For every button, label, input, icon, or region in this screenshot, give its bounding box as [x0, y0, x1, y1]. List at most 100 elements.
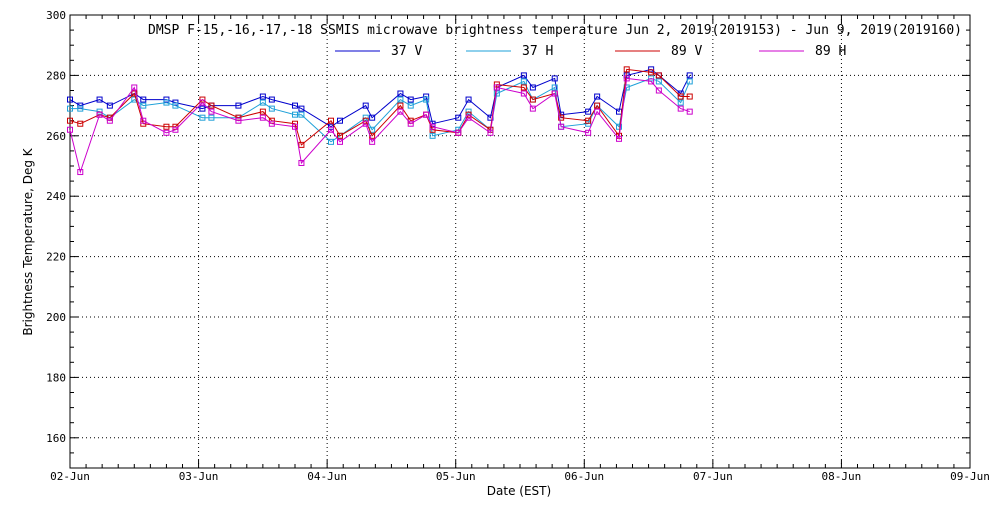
data-point	[362, 102, 369, 109]
data-point	[407, 102, 414, 109]
data-point	[67, 126, 73, 133]
legend-label: 89 H	[815, 44, 846, 59]
data-point	[298, 159, 305, 166]
data-point	[465, 96, 472, 103]
data-point	[594, 108, 601, 115]
data-point	[106, 117, 113, 124]
data-point	[655, 87, 662, 94]
y-tick-label: 260	[46, 130, 66, 143]
data-point	[131, 84, 138, 91]
series-group	[67, 66, 693, 176]
data-point	[77, 105, 84, 112]
y-tick-label: 160	[46, 432, 66, 445]
y-tick-label: 220	[46, 251, 66, 264]
x-tick-label: 02-Jun	[50, 470, 90, 483]
data-point	[163, 123, 170, 130]
data-point	[172, 99, 179, 106]
data-point	[208, 114, 215, 121]
axes: 160 180 200 220 240 260 280 300 02-Jun 03-Jun 04-J…	[46, 9, 990, 483]
data-point	[686, 93, 693, 100]
data-point	[623, 75, 630, 82]
data-point	[520, 72, 527, 79]
data-point	[369, 138, 376, 145]
data-point	[235, 102, 242, 109]
series-37-v	[67, 66, 693, 130]
data-point	[585, 108, 592, 115]
data-point	[655, 72, 662, 79]
data-point	[686, 108, 693, 115]
x-tick-label: 03-Jun	[179, 470, 219, 483]
data-point	[520, 84, 527, 91]
data-point	[648, 66, 655, 73]
data-point	[208, 102, 215, 109]
data-point	[455, 129, 462, 136]
x-axis-title: Date (EST)	[487, 484, 551, 498]
data-point	[131, 90, 138, 97]
data-point	[292, 123, 298, 130]
data-point	[493, 81, 500, 88]
data-point	[298, 141, 305, 148]
data-point	[140, 96, 147, 103]
data-point	[686, 78, 693, 85]
data-point	[163, 99, 170, 106]
data-point	[172, 126, 179, 133]
series-89-h	[67, 75, 693, 176]
y-tick-label: 240	[46, 190, 66, 203]
data-point	[362, 120, 369, 127]
data-point	[585, 117, 592, 124]
data-point	[529, 105, 536, 112]
data-point	[677, 99, 684, 106]
y-tick-label: 180	[46, 371, 66, 384]
data-point	[397, 90, 404, 97]
data-point	[96, 96, 103, 103]
data-point	[677, 105, 684, 112]
data-point	[328, 126, 334, 133]
data-point	[423, 93, 430, 100]
data-point	[235, 114, 242, 121]
data-point	[369, 114, 376, 121]
data-point	[131, 96, 138, 103]
data-point	[337, 132, 343, 139]
data-point	[407, 120, 414, 127]
data-point	[520, 90, 527, 97]
x-tick-label: 06-Jun	[564, 470, 604, 483]
x-tick-label: 07-Jun	[693, 470, 733, 483]
data-point	[77, 120, 84, 127]
data-point	[172, 102, 179, 109]
data-point	[337, 138, 343, 145]
data-point	[594, 93, 601, 100]
data-point	[268, 120, 275, 127]
data-point	[199, 105, 206, 112]
y-tick-label: 280	[46, 69, 66, 82]
data-point	[616, 135, 622, 142]
data-point	[655, 78, 662, 85]
data-point	[328, 117, 334, 124]
data-point	[259, 108, 266, 115]
data-point	[140, 102, 147, 109]
data-point	[616, 123, 622, 130]
data-point	[529, 96, 536, 103]
data-point	[292, 102, 298, 109]
y-tick-label: 300	[46, 9, 66, 22]
data-point	[268, 96, 275, 103]
data-point	[429, 123, 436, 130]
data-point	[96, 111, 103, 118]
data-point	[298, 111, 305, 118]
data-point	[298, 105, 305, 112]
data-point	[397, 102, 404, 109]
data-point	[623, 66, 630, 73]
data-point	[259, 93, 266, 100]
data-point	[140, 117, 147, 124]
data-point	[397, 108, 404, 115]
x-tick-label: 09-Jun	[950, 470, 990, 483]
data-point	[337, 117, 343, 124]
data-point	[67, 117, 73, 124]
legend-label: 37 V	[391, 44, 422, 59]
data-point	[493, 84, 500, 91]
data-point	[487, 129, 494, 136]
data-point	[677, 93, 684, 100]
data-point	[67, 96, 73, 103]
data-point	[259, 114, 266, 121]
data-point	[558, 114, 565, 121]
